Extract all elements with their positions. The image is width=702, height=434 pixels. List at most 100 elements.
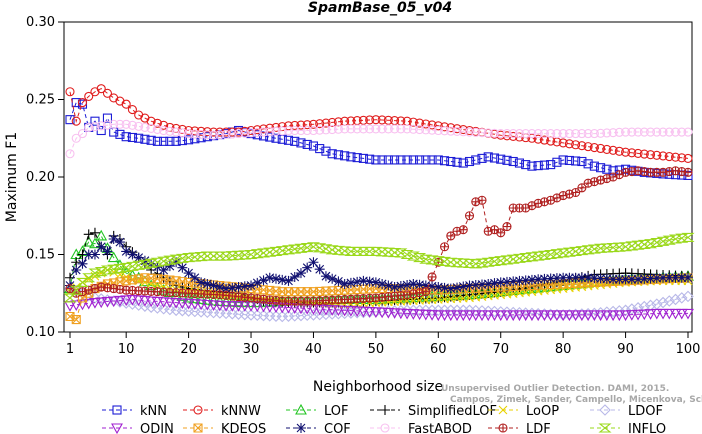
data-point [458,281,469,292]
data-point [126,294,139,306]
x-axis-label: Neighborhood size [313,379,443,395]
data-point [114,237,125,248]
data-point [340,124,350,134]
data-point [526,310,538,322]
data-point [107,296,120,308]
series-line [69,236,689,299]
data-point [132,295,145,307]
data-point [664,151,674,162]
data-point [121,132,131,142]
data-point [558,138,568,148]
data-point [638,309,651,321]
data-point [464,156,475,167]
data-point [502,222,512,232]
data-point [146,123,156,133]
data-point [507,310,520,322]
data-point [157,297,170,308]
data-point [77,258,88,269]
data-point [402,155,412,165]
data-point [494,310,507,322]
data-point [607,310,620,322]
legend-marker [296,423,306,433]
data-point [402,279,413,290]
data-point [315,125,325,135]
data-point [408,278,419,289]
data-point [159,120,169,130]
data-point [514,158,525,168]
data-point [670,272,681,283]
data-point [427,120,437,130]
data-point [564,155,574,166]
data-point [544,310,557,322]
data-point [451,310,463,322]
data-point [625,310,638,321]
data-point [108,234,119,244]
legend-marker [599,404,611,416]
data-point [558,129,568,139]
data-point [483,152,493,162]
data-point [477,279,487,290]
data-point [463,310,476,322]
data-point [258,127,269,137]
data-point [177,128,187,138]
data-point [527,161,537,171]
data-point [295,268,306,279]
data-point [571,187,581,198]
data-point [639,149,649,159]
data-point [159,136,169,146]
data-point [171,257,182,268]
data-point [458,158,468,168]
data-point [675,292,688,304]
data-point [571,129,581,139]
data-point [589,273,600,284]
data-point [413,309,426,321]
data-point [588,307,601,320]
data-point [345,277,356,288]
data-point [521,129,531,139]
data-point [152,261,163,272]
data-point [127,105,137,115]
data-point [83,229,94,240]
data-point [227,282,238,293]
data-point [464,211,475,221]
data-point [357,306,370,318]
data-point [483,128,493,138]
data-point [165,136,175,146]
data-point [296,138,306,148]
legend-item-ldf: LDF [488,422,551,434]
data-point [452,282,463,293]
data-point [190,129,200,139]
legend-label: kNNW [221,404,261,419]
data-point [502,131,512,141]
data-point [365,154,375,164]
data-point [358,115,368,125]
data-point [82,235,95,247]
data-point [252,277,263,288]
series-cof [65,234,693,294]
data-point [401,308,414,320]
data-point [96,241,107,252]
data-point [370,277,381,288]
x-axis-ticks: 1 10 20 30 40 50 60 70 80 90 100 [66,332,700,357]
data-point [351,306,364,318]
data-point [76,299,89,311]
data-point [371,155,381,165]
data-point [563,310,576,322]
data-point [483,278,494,289]
data-point [177,262,188,273]
data-point [346,124,356,134]
data-point [638,300,651,313]
y-tick-label: 0.30 [26,15,55,30]
data-point [539,273,550,284]
data-point [439,156,450,166]
data-point [458,225,468,235]
data-point [164,261,175,272]
data-point [214,282,225,293]
data-point [390,155,400,165]
data-point [327,149,337,159]
legend-label: LOF [324,404,349,419]
x-tick-label: 50 [368,342,385,357]
legend-item-knn: kNN [102,404,167,419]
data-point [682,308,694,320]
data-point [577,183,587,193]
